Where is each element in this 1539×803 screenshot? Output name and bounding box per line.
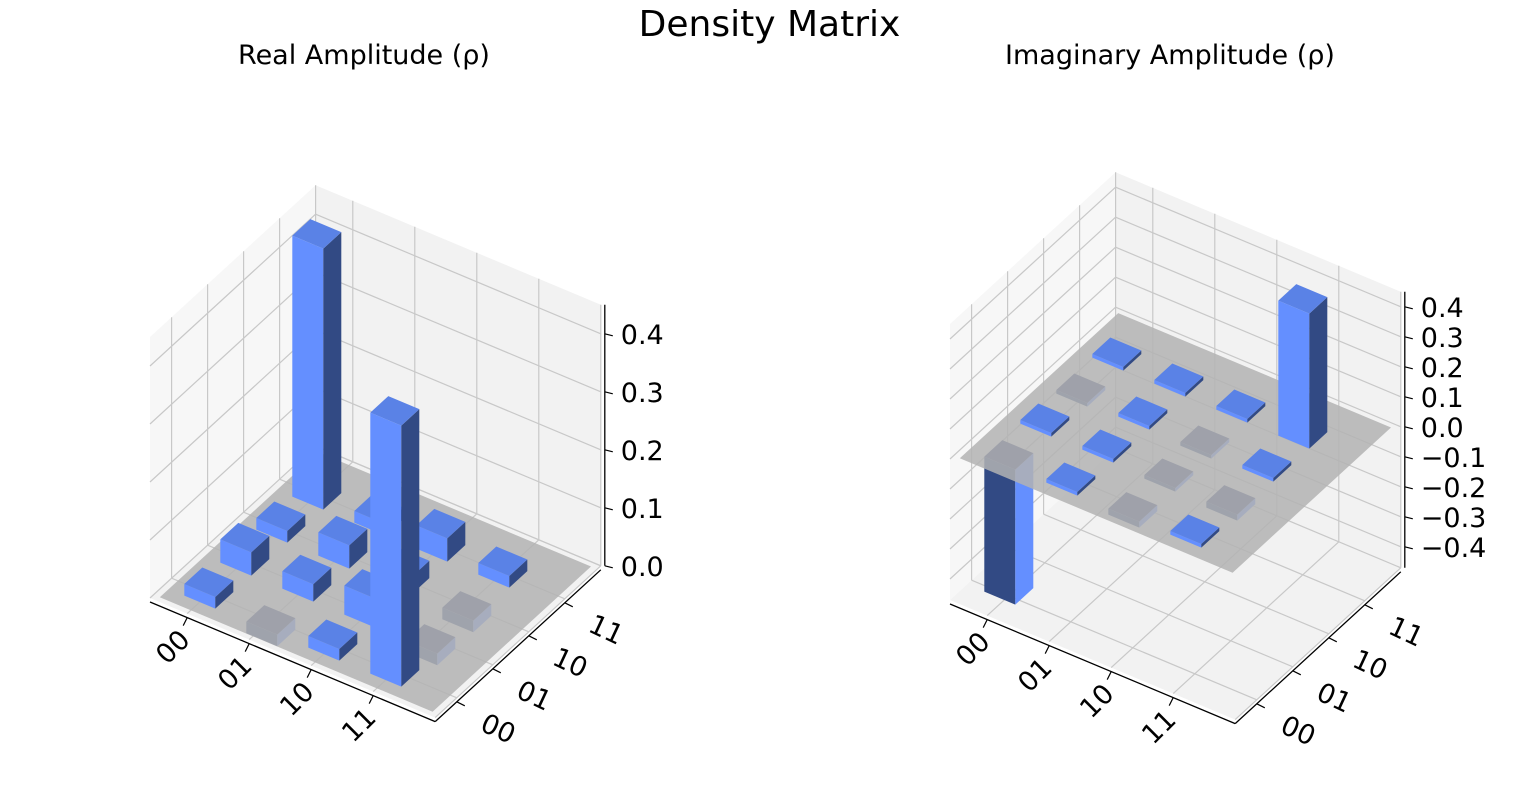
bar — [1118, 396, 1168, 430]
z-tick-label: 0.4 — [621, 320, 664, 351]
axes — [149, 304, 606, 723]
bar — [318, 515, 368, 569]
imag-chart-title: Imaginary Amplitude (ρ) — [1005, 40, 1335, 71]
x-tick-label: 11 — [1136, 704, 1182, 750]
y-tick-label: 11 — [584, 609, 628, 652]
z-tick-label: 0.1 — [621, 494, 664, 525]
bar — [1170, 514, 1220, 548]
z-tick-label: 0.3 — [621, 378, 664, 409]
x-tick-label: 11 — [336, 702, 382, 748]
bar — [256, 501, 306, 543]
bar — [184, 567, 234, 609]
z-tick-label: 0.0 — [1421, 413, 1464, 444]
bar — [1242, 448, 1292, 482]
z-tick-label: 0.4 — [1421, 293, 1464, 324]
bar — [1082, 429, 1132, 463]
z-tick-label: 0.1 — [1421, 383, 1464, 414]
real-chart-title: Real Amplitude (ρ) — [238, 40, 490, 71]
bar — [1092, 337, 1142, 371]
z-tick-label: 0.2 — [621, 436, 664, 467]
bar — [416, 508, 466, 562]
y-tick-label: 11 — [1384, 611, 1428, 654]
bar — [1216, 389, 1266, 423]
x-tick-label: 10 — [274, 676, 320, 722]
y-tick-label: 10 — [548, 642, 592, 685]
x-tick-label: 10 — [1074, 678, 1120, 724]
bar — [370, 396, 420, 687]
x-tick-label: 01 — [1012, 652, 1058, 698]
y-tick-label: 01 — [512, 675, 556, 718]
z-tick-label: 0.0 — [621, 552, 664, 583]
y-tick-label: 10 — [1348, 644, 1392, 687]
zero-plane — [959, 313, 1391, 573]
axes — [949, 291, 1406, 725]
y-tick-label: 00 — [476, 708, 520, 751]
bar — [478, 546, 528, 588]
bar — [308, 619, 358, 661]
x-tick-label: 01 — [212, 650, 258, 696]
x-tick-label: 00 — [150, 624, 196, 670]
z-tick-label: −0.1 — [1421, 443, 1487, 474]
z-tick-label: 0.3 — [1421, 323, 1464, 354]
side-pane — [150, 185, 316, 598]
bar — [292, 219, 342, 510]
y-tick-label: 00 — [1276, 710, 1320, 753]
z-tick-label: 0.2 — [1421, 353, 1464, 384]
bar — [1278, 284, 1328, 449]
z-tick-label: −0.3 — [1421, 503, 1487, 534]
bar — [282, 554, 332, 602]
floor-pane — [950, 448, 1401, 720]
x-tick-label: 00 — [950, 626, 996, 672]
z-tick-label: −0.2 — [1421, 473, 1487, 504]
bar — [1046, 462, 1096, 496]
bar — [220, 522, 270, 576]
y-tick-label: 01 — [1312, 677, 1356, 720]
bar — [1154, 363, 1204, 397]
z-tick-label: −0.4 — [1421, 533, 1487, 564]
bar — [1020, 403, 1070, 437]
figure-title: Density Matrix — [638, 4, 901, 45]
